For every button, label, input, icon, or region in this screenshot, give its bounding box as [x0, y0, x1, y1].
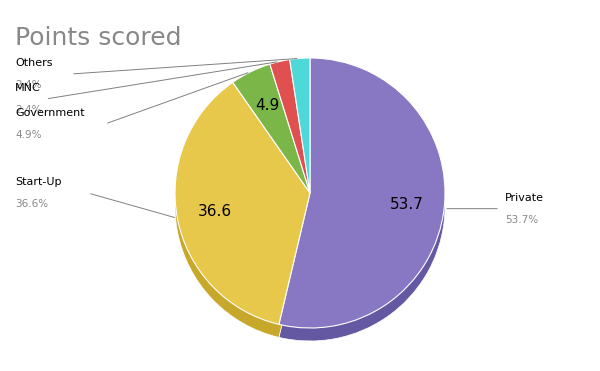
Text: 2.4%: 2.4% [15, 80, 41, 90]
Wedge shape [270, 73, 310, 206]
Wedge shape [290, 58, 310, 193]
Text: MNC: MNC [15, 83, 41, 93]
Text: 36.6: 36.6 [197, 204, 232, 219]
Text: Private: Private [505, 193, 544, 203]
Wedge shape [290, 71, 310, 206]
Wedge shape [233, 64, 310, 193]
Wedge shape [175, 82, 310, 324]
Text: Others: Others [15, 58, 53, 68]
Wedge shape [279, 58, 445, 328]
Text: 36.6%: 36.6% [15, 199, 48, 209]
Text: 4.9: 4.9 [255, 98, 280, 113]
Text: 4.9%: 4.9% [15, 130, 41, 140]
Wedge shape [175, 95, 310, 337]
Wedge shape [279, 71, 445, 341]
Text: 53.7: 53.7 [389, 197, 424, 212]
Text: 53.7%: 53.7% [505, 215, 538, 225]
Wedge shape [233, 77, 310, 206]
Wedge shape [270, 59, 310, 193]
Text: Government: Government [15, 108, 85, 118]
Text: 2.4%: 2.4% [15, 105, 41, 115]
Text: Points scored: Points scored [15, 26, 182, 50]
Text: Start-Up: Start-Up [15, 177, 62, 187]
